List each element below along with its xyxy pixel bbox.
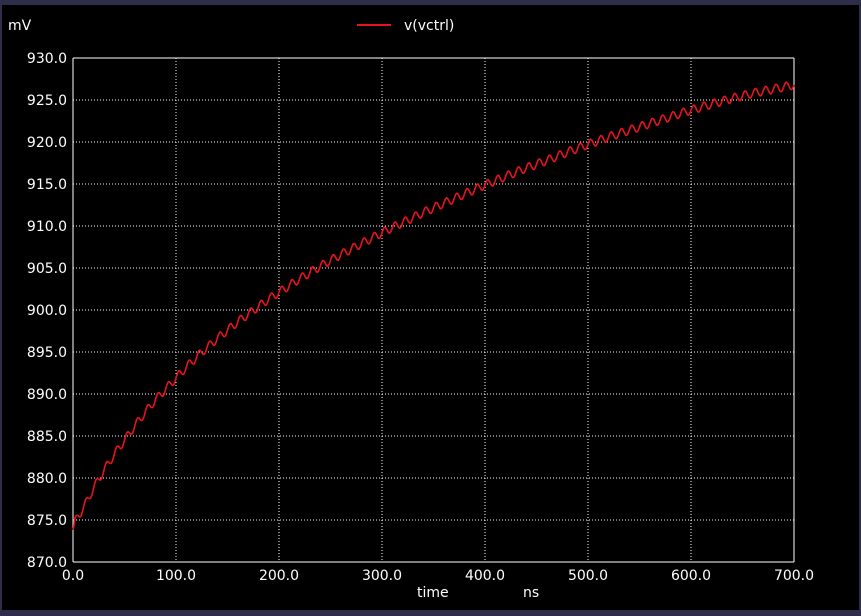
legend[interactable]: v(vctrl) <box>357 18 454 34</box>
x-unit-label: ns <box>523 585 539 601</box>
x-tick-label: 200.0 <box>259 568 299 584</box>
x-tick-label: 600.0 <box>671 568 711 584</box>
y-tick-label: 885.0 <box>27 429 67 445</box>
legend-label-vctrl: v(vctrl) <box>404 18 454 34</box>
x-tick-label: 500.0 <box>568 568 608 584</box>
y-tick-label: 925.0 <box>27 93 67 109</box>
y-tick-label: 920.0 <box>27 135 67 151</box>
y-tick-label: 900.0 <box>27 303 67 319</box>
y-tick-label: 870.0 <box>27 555 67 571</box>
y-tick-label: 910.0 <box>27 219 67 235</box>
y-tick-label: 880.0 <box>27 471 67 487</box>
y-tick-label: 875.0 <box>27 513 67 529</box>
y-tick-label: 890.0 <box>27 387 67 403</box>
x-tick-label: 700.0 <box>774 568 814 584</box>
x-tick-label: 300.0 <box>362 568 402 584</box>
x-tick-label: 0.0 <box>62 568 84 584</box>
x-tick-label: 400.0 <box>465 568 505 584</box>
y-tick-label: 895.0 <box>27 345 67 361</box>
y-tick-label: 930.0 <box>27 51 67 67</box>
series-line-vctrl <box>72 81 795 531</box>
y-tick-label: 915.0 <box>27 177 67 193</box>
y-tick-label: 905.0 <box>27 261 67 277</box>
y-tick-labels: 870.0 875.0 880.0 885.0 890.0 895.0 900.0 905.0… <box>27 51 67 571</box>
x-tick-label: 100.0 <box>156 568 196 584</box>
grid <box>72 57 795 563</box>
x-axis-label: time <box>417 585 449 601</box>
y-unit-label: mV <box>8 18 32 34</box>
x-tick-labels: 0.0 100.0 200.0 300.0 400.0 500.0 600.0 700.0 <box>62 568 814 584</box>
